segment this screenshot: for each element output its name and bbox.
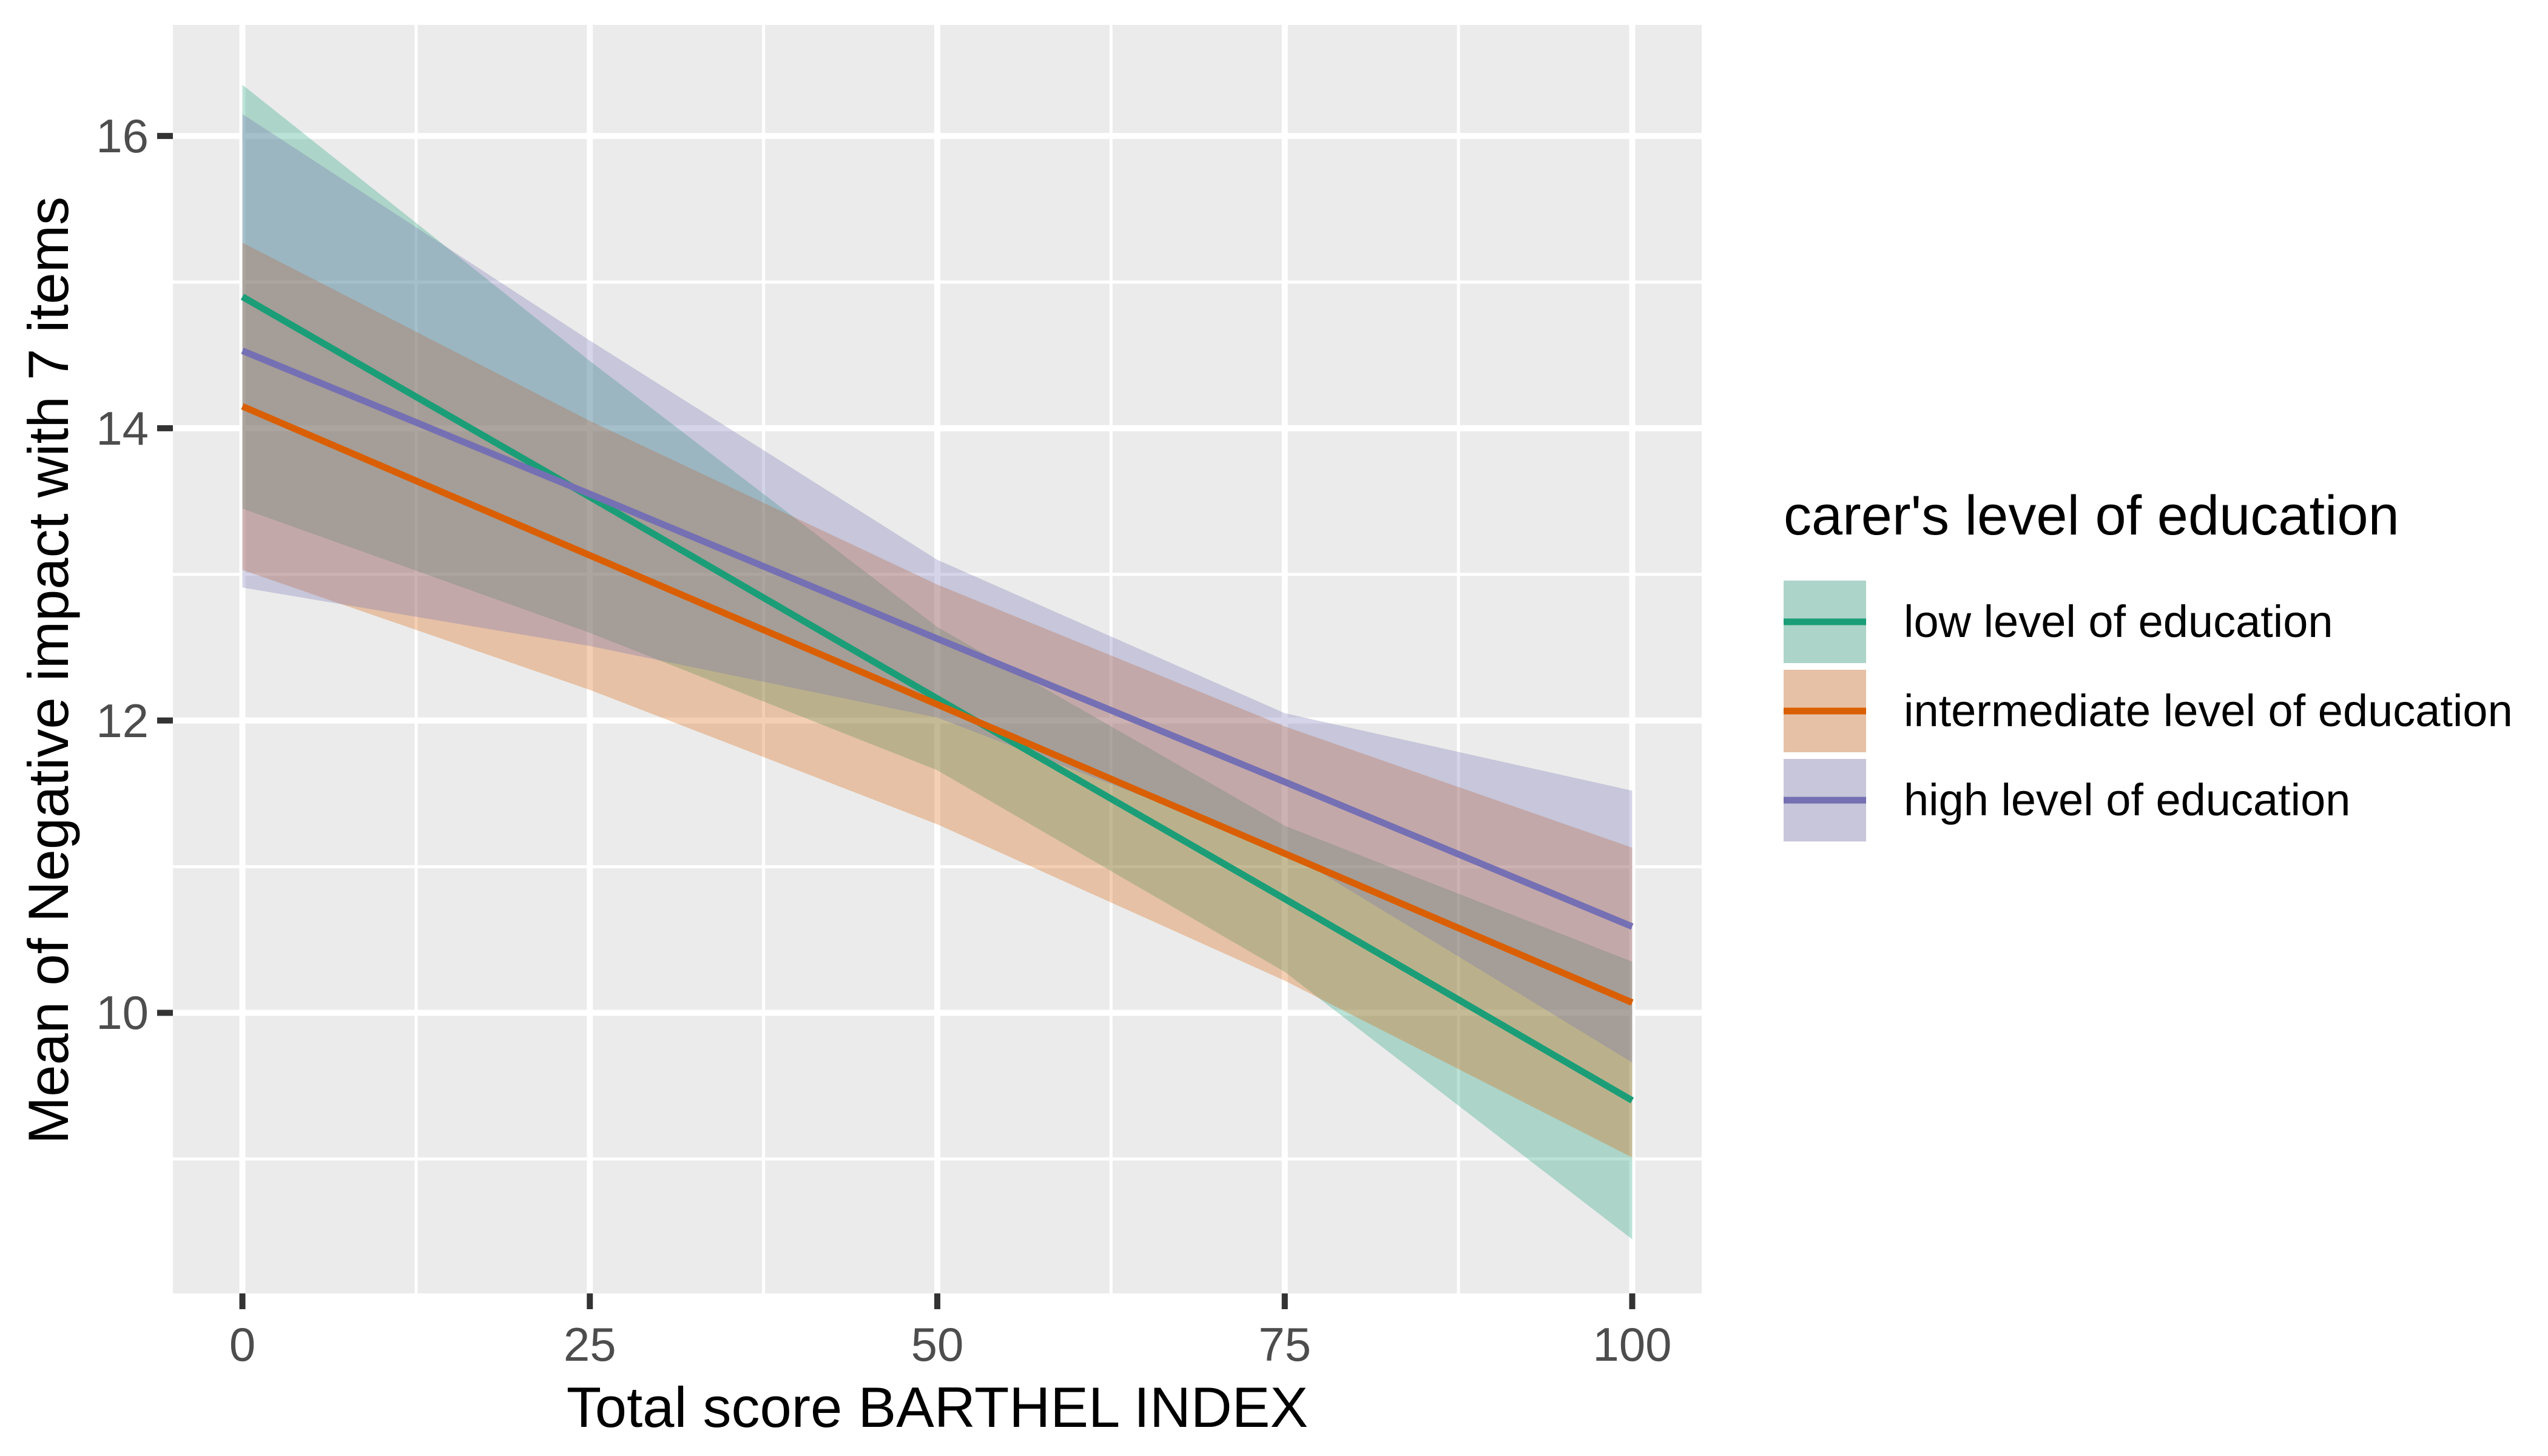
x-tick-label: 50 bbox=[911, 1318, 964, 1371]
legend-item-high: high level of education bbox=[1784, 759, 2542, 842]
x-tick-label: 100 bbox=[1592, 1318, 1672, 1371]
legend-item-intermediate: intermediate level of education bbox=[1784, 670, 2542, 753]
line-swatch bbox=[1784, 618, 1866, 625]
legend-title: carer's level of education bbox=[1784, 485, 2399, 547]
legend-key-swatch-high bbox=[1784, 759, 1866, 842]
y-tick-label: 14 bbox=[96, 401, 149, 455]
legend-label-intermediate: intermediate level of education bbox=[1904, 686, 2513, 736]
legend: carer's level of education low level of … bbox=[1784, 485, 2542, 848]
confidence-ribbon-2 bbox=[242, 113, 1633, 1063]
y-tick-label: 16 bbox=[96, 109, 149, 163]
trend-line-2 bbox=[241, 348, 1634, 930]
line-swatch bbox=[1784, 707, 1866, 715]
legend-key-swatch-intermediate bbox=[1784, 670, 1866, 753]
trend-line-1 bbox=[241, 403, 1634, 1006]
legend-label-low: low level of education bbox=[1904, 596, 2333, 647]
x-tick-label: 75 bbox=[1258, 1318, 1312, 1371]
y-tick-label: 10 bbox=[96, 986, 149, 1040]
trend-line-0 bbox=[240, 294, 1634, 1104]
x-tick-label: 0 bbox=[229, 1318, 256, 1371]
legend-item-low: low level of education bbox=[1784, 581, 2542, 664]
x-tick-label: 25 bbox=[563, 1318, 616, 1371]
y-tick-label: 12 bbox=[96, 693, 149, 747]
x-axis-title: Total score BARTHEL INDEX bbox=[566, 1375, 1309, 1439]
confidence-ribbon-0 bbox=[242, 84, 1633, 1239]
legend-key-swatch-low bbox=[1784, 581, 1866, 664]
legend-label-high: high level of education bbox=[1904, 775, 2351, 826]
line-swatch bbox=[1784, 797, 1866, 804]
